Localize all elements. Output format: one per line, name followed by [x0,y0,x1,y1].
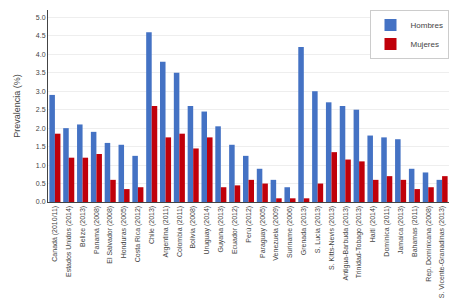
svg-text:Chile (2013): Chile (2013) [148,206,156,244]
svg-text:Panamá (2008): Panamá (2008) [93,206,101,254]
svg-text:Suriname (2006): Suriname (2006) [286,206,294,258]
svg-text:Dominica (2011): Dominica (2011) [383,206,391,257]
svg-text:Bolivia (2008): Bolivia (2008) [189,206,197,249]
svg-text:Perú (2012): Perú (2012) [245,206,253,243]
svg-text:S. Vicente-Granadinas (2013): S. Vicente-Granadinas (2013) [438,206,446,298]
svg-text:3.5: 3.5 [36,69,46,76]
svg-text:4.0: 4.0 [36,51,46,58]
svg-text:0.5: 0.5 [36,180,46,187]
svg-text:Jamaica (2013): Jamaica (2013) [397,206,405,254]
svg-text:Estados Unidos (2014): Estados Unidos (2014) [65,206,73,277]
svg-text:El Salvador (2008): El Salvador (2008) [106,206,114,264]
svg-text:Canadá (2010/11): Canadá (2010/11) [51,206,59,262]
svg-text:Colombia (2011): Colombia (2011) [176,206,184,257]
svg-text:Costa Rica (2012): Costa Rica (2012) [134,206,142,262]
svg-text:Argentina (2011): Argentina (2011) [162,206,170,258]
svg-text:Mujeres: Mujeres [411,40,439,49]
svg-text:Antigua-Barbuda (2013): Antigua-Barbuda (2013) [342,206,350,281]
svg-text:3.0: 3.0 [36,88,46,95]
svg-text:4.5: 4.5 [36,32,46,39]
svg-text:Hombres: Hombres [411,21,443,30]
svg-text:S. Lucia (2013): S. Lucia (2013) [314,206,322,253]
svg-text:Ecuador (2012): Ecuador (2012) [231,206,239,254]
svg-text:Paraguay (2005): Paraguay (2005) [259,206,267,258]
svg-text:2.0: 2.0 [36,125,46,132]
svg-text:Bahamas (2011): Bahamas (2011) [411,206,419,257]
svg-text:Trinidad-Tobago (2013): Trinidad-Tobago (2013) [355,206,363,279]
svg-text:0.0: 0.0 [36,198,46,205]
svg-text:1.5: 1.5 [36,143,46,150]
svg-text:Uruguay (2014): Uruguay (2014) [203,206,211,255]
svg-text:Grenada (2013): Grenada (2013) [300,206,308,255]
svg-text:Honduras (2005): Honduras (2005) [120,206,128,259]
svg-text:Rep. Dominicana (2008): Rep. Dominicana (2008) [425,206,433,282]
svg-text:Prevalencia (%): Prevalencia (%) [12,74,22,138]
svg-text:1.0: 1.0 [36,162,46,169]
svg-text:2.5: 2.5 [36,106,46,113]
svg-text:S. Kitts-Nevis (2013): S. Kitts-Nevis (2013) [328,206,336,270]
svg-text:Haití (2014): Haití (2014) [369,206,377,243]
svg-text:Venezuela (2009): Venezuela (2009) [272,206,280,261]
svg-text:Belize (2013): Belize (2013) [79,206,87,247]
svg-text:Guyana (2013): Guyana (2013) [217,206,225,253]
svg-text:5.0: 5.0 [36,14,46,21]
